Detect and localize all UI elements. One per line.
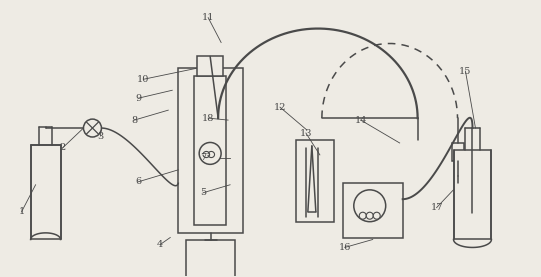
Text: 13: 13 bbox=[300, 129, 312, 137]
Text: 4: 4 bbox=[157, 240, 163, 249]
Circle shape bbox=[199, 142, 221, 164]
Circle shape bbox=[354, 190, 386, 222]
Text: 8: 8 bbox=[131, 116, 137, 125]
Text: 3: 3 bbox=[97, 132, 103, 140]
Bar bbox=[343, 183, 403, 237]
Text: 16: 16 bbox=[339, 243, 351, 252]
Bar bbox=[194, 76, 226, 225]
Circle shape bbox=[373, 212, 380, 219]
Text: 18: 18 bbox=[202, 114, 214, 123]
Text: 12: 12 bbox=[274, 103, 286, 112]
Bar bbox=[453, 150, 491, 240]
Circle shape bbox=[83, 119, 101, 137]
Circle shape bbox=[366, 212, 373, 219]
Text: 9: 9 bbox=[135, 94, 141, 103]
Text: 1: 1 bbox=[18, 207, 25, 216]
Text: 7: 7 bbox=[200, 153, 206, 162]
Bar bbox=[186, 240, 235, 277]
Text: 17: 17 bbox=[430, 203, 443, 212]
Bar bbox=[178, 68, 243, 232]
Text: 6: 6 bbox=[135, 177, 141, 186]
Bar bbox=[197, 57, 223, 76]
Text: 11: 11 bbox=[202, 13, 214, 22]
Bar bbox=[296, 140, 334, 222]
Text: 14: 14 bbox=[354, 116, 367, 125]
Text: 10: 10 bbox=[137, 75, 149, 84]
Bar bbox=[452, 143, 464, 161]
Text: 2: 2 bbox=[60, 143, 65, 152]
Bar bbox=[31, 145, 61, 240]
Text: 5: 5 bbox=[200, 188, 206, 197]
Text: 15: 15 bbox=[459, 67, 472, 76]
Circle shape bbox=[359, 212, 366, 219]
